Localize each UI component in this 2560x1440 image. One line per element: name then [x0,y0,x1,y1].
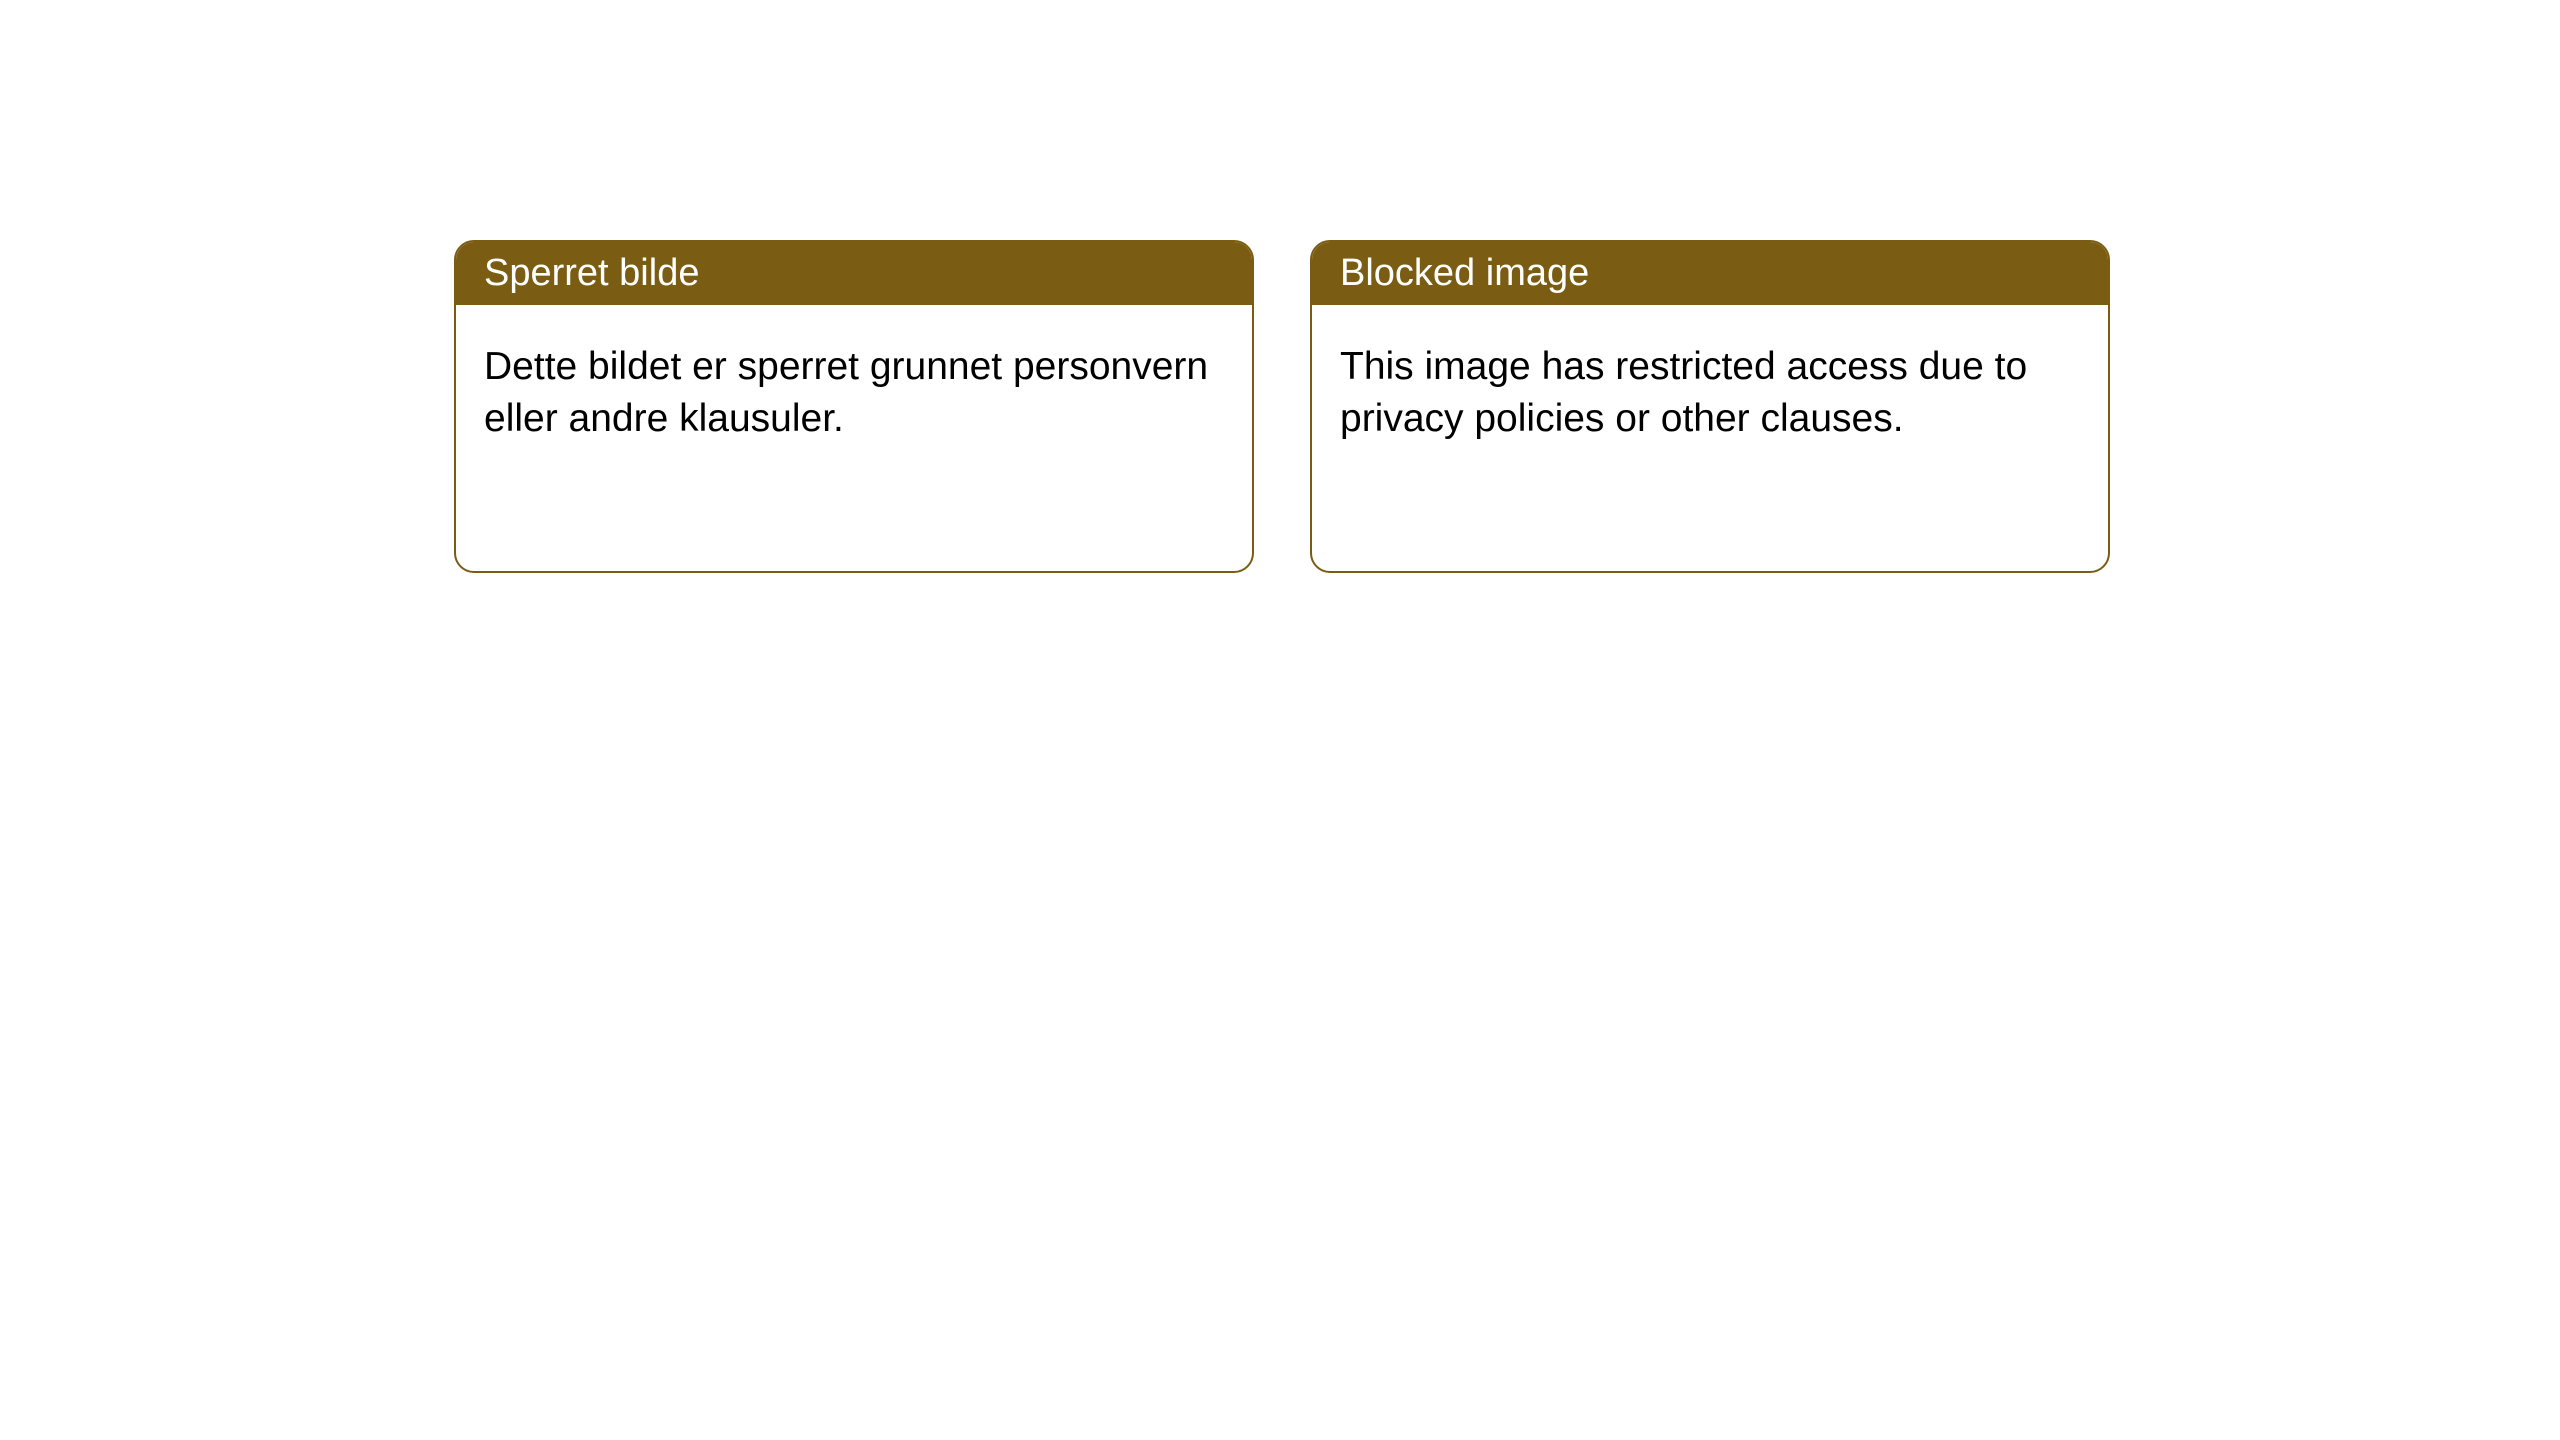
card-body-text: Dette bildet er sperret grunnet personve… [456,305,1252,481]
notice-card-english: Blocked image This image has restricted … [1310,240,2110,573]
card-title: Blocked image [1312,242,2108,305]
notice-cards-container: Sperret bilde Dette bildet er sperret gr… [0,0,2560,573]
card-title: Sperret bilde [456,242,1252,305]
card-body-text: This image has restricted access due to … [1312,305,2108,481]
notice-card-norwegian: Sperret bilde Dette bildet er sperret gr… [454,240,1254,573]
